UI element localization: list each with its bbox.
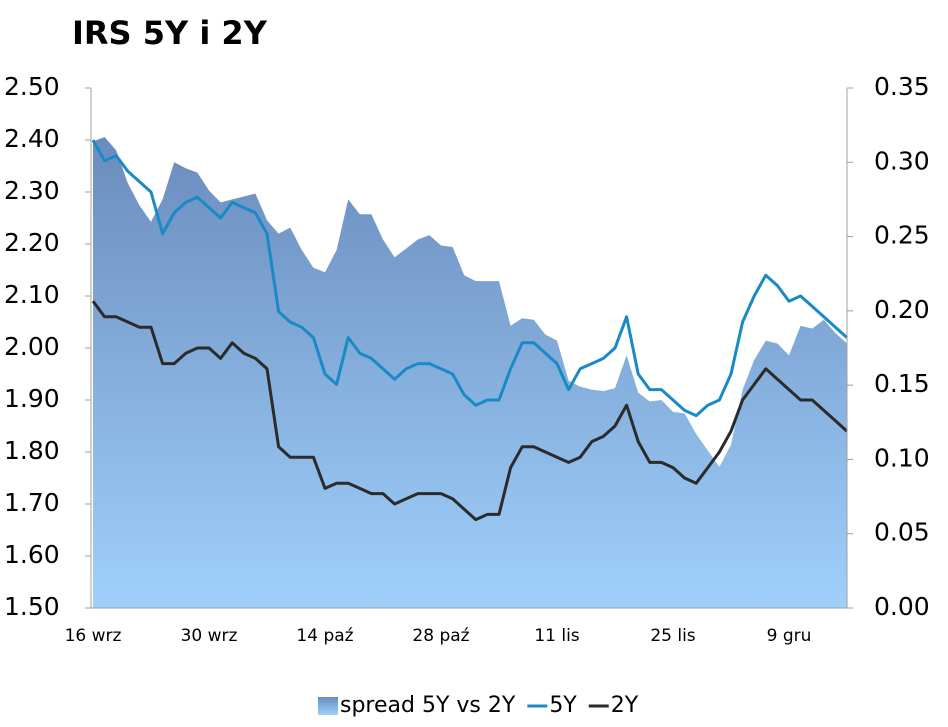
y2-tick-label: 0.05 bbox=[874, 518, 930, 547]
y-tick-label: 1.70 bbox=[4, 488, 60, 517]
y-tick-label: 2.30 bbox=[4, 176, 60, 205]
x-tick-label: 28 paź bbox=[412, 626, 469, 646]
y-tick-label: 2.10 bbox=[4, 280, 60, 309]
line bbox=[91, 139, 849, 418]
y2-tick-label: 0.10 bbox=[874, 443, 930, 472]
x-tick-label: 16 wrz bbox=[65, 626, 122, 646]
y2-tick-label: 0.30 bbox=[874, 146, 930, 175]
y-tick-label: 1.50 bbox=[4, 592, 60, 621]
x-tick-label: 14 paź bbox=[296, 626, 353, 646]
x-tick-label: 9 gru bbox=[767, 626, 812, 646]
y2-tick-label: 0.15 bbox=[874, 369, 930, 398]
x-tick-label: 25 lis bbox=[650, 626, 695, 646]
legend-label: spread 5Y vs 2Y bbox=[340, 693, 516, 718]
legend-label: 2Y bbox=[611, 693, 639, 718]
y2-tick-label: 0.20 bbox=[874, 295, 930, 324]
y-tick-label: 1.80 bbox=[4, 436, 60, 465]
chart-title: IRS 5Y i 2Y bbox=[72, 14, 268, 52]
x-tick-label: 11 lis bbox=[534, 626, 579, 646]
area bbox=[93, 137, 847, 608]
legend-item: spread 5Y vs 2Y bbox=[318, 693, 516, 718]
y2-tick-label: 0.35 bbox=[874, 72, 930, 101]
legend-label: 5Y bbox=[549, 693, 577, 718]
line bbox=[91, 300, 849, 522]
y2-tick-label: 0.25 bbox=[874, 221, 930, 250]
y-tick-label: 2.50 bbox=[4, 72, 60, 101]
y2-tick-label: 0.00 bbox=[874, 592, 930, 621]
y-tick-label: 1.60 bbox=[4, 540, 60, 569]
legend-swatch bbox=[318, 697, 338, 715]
y-tick-label: 1.90 bbox=[4, 384, 60, 413]
x-tick-label: 30 wrz bbox=[181, 626, 238, 646]
y-tick-label: 2.00 bbox=[4, 332, 60, 361]
legend-item: 2Y bbox=[588, 693, 639, 718]
y-tick-label: 2.20 bbox=[4, 228, 60, 257]
y-tick-label: 2.40 bbox=[4, 124, 60, 153]
legend-item: 5Y bbox=[527, 693, 577, 718]
